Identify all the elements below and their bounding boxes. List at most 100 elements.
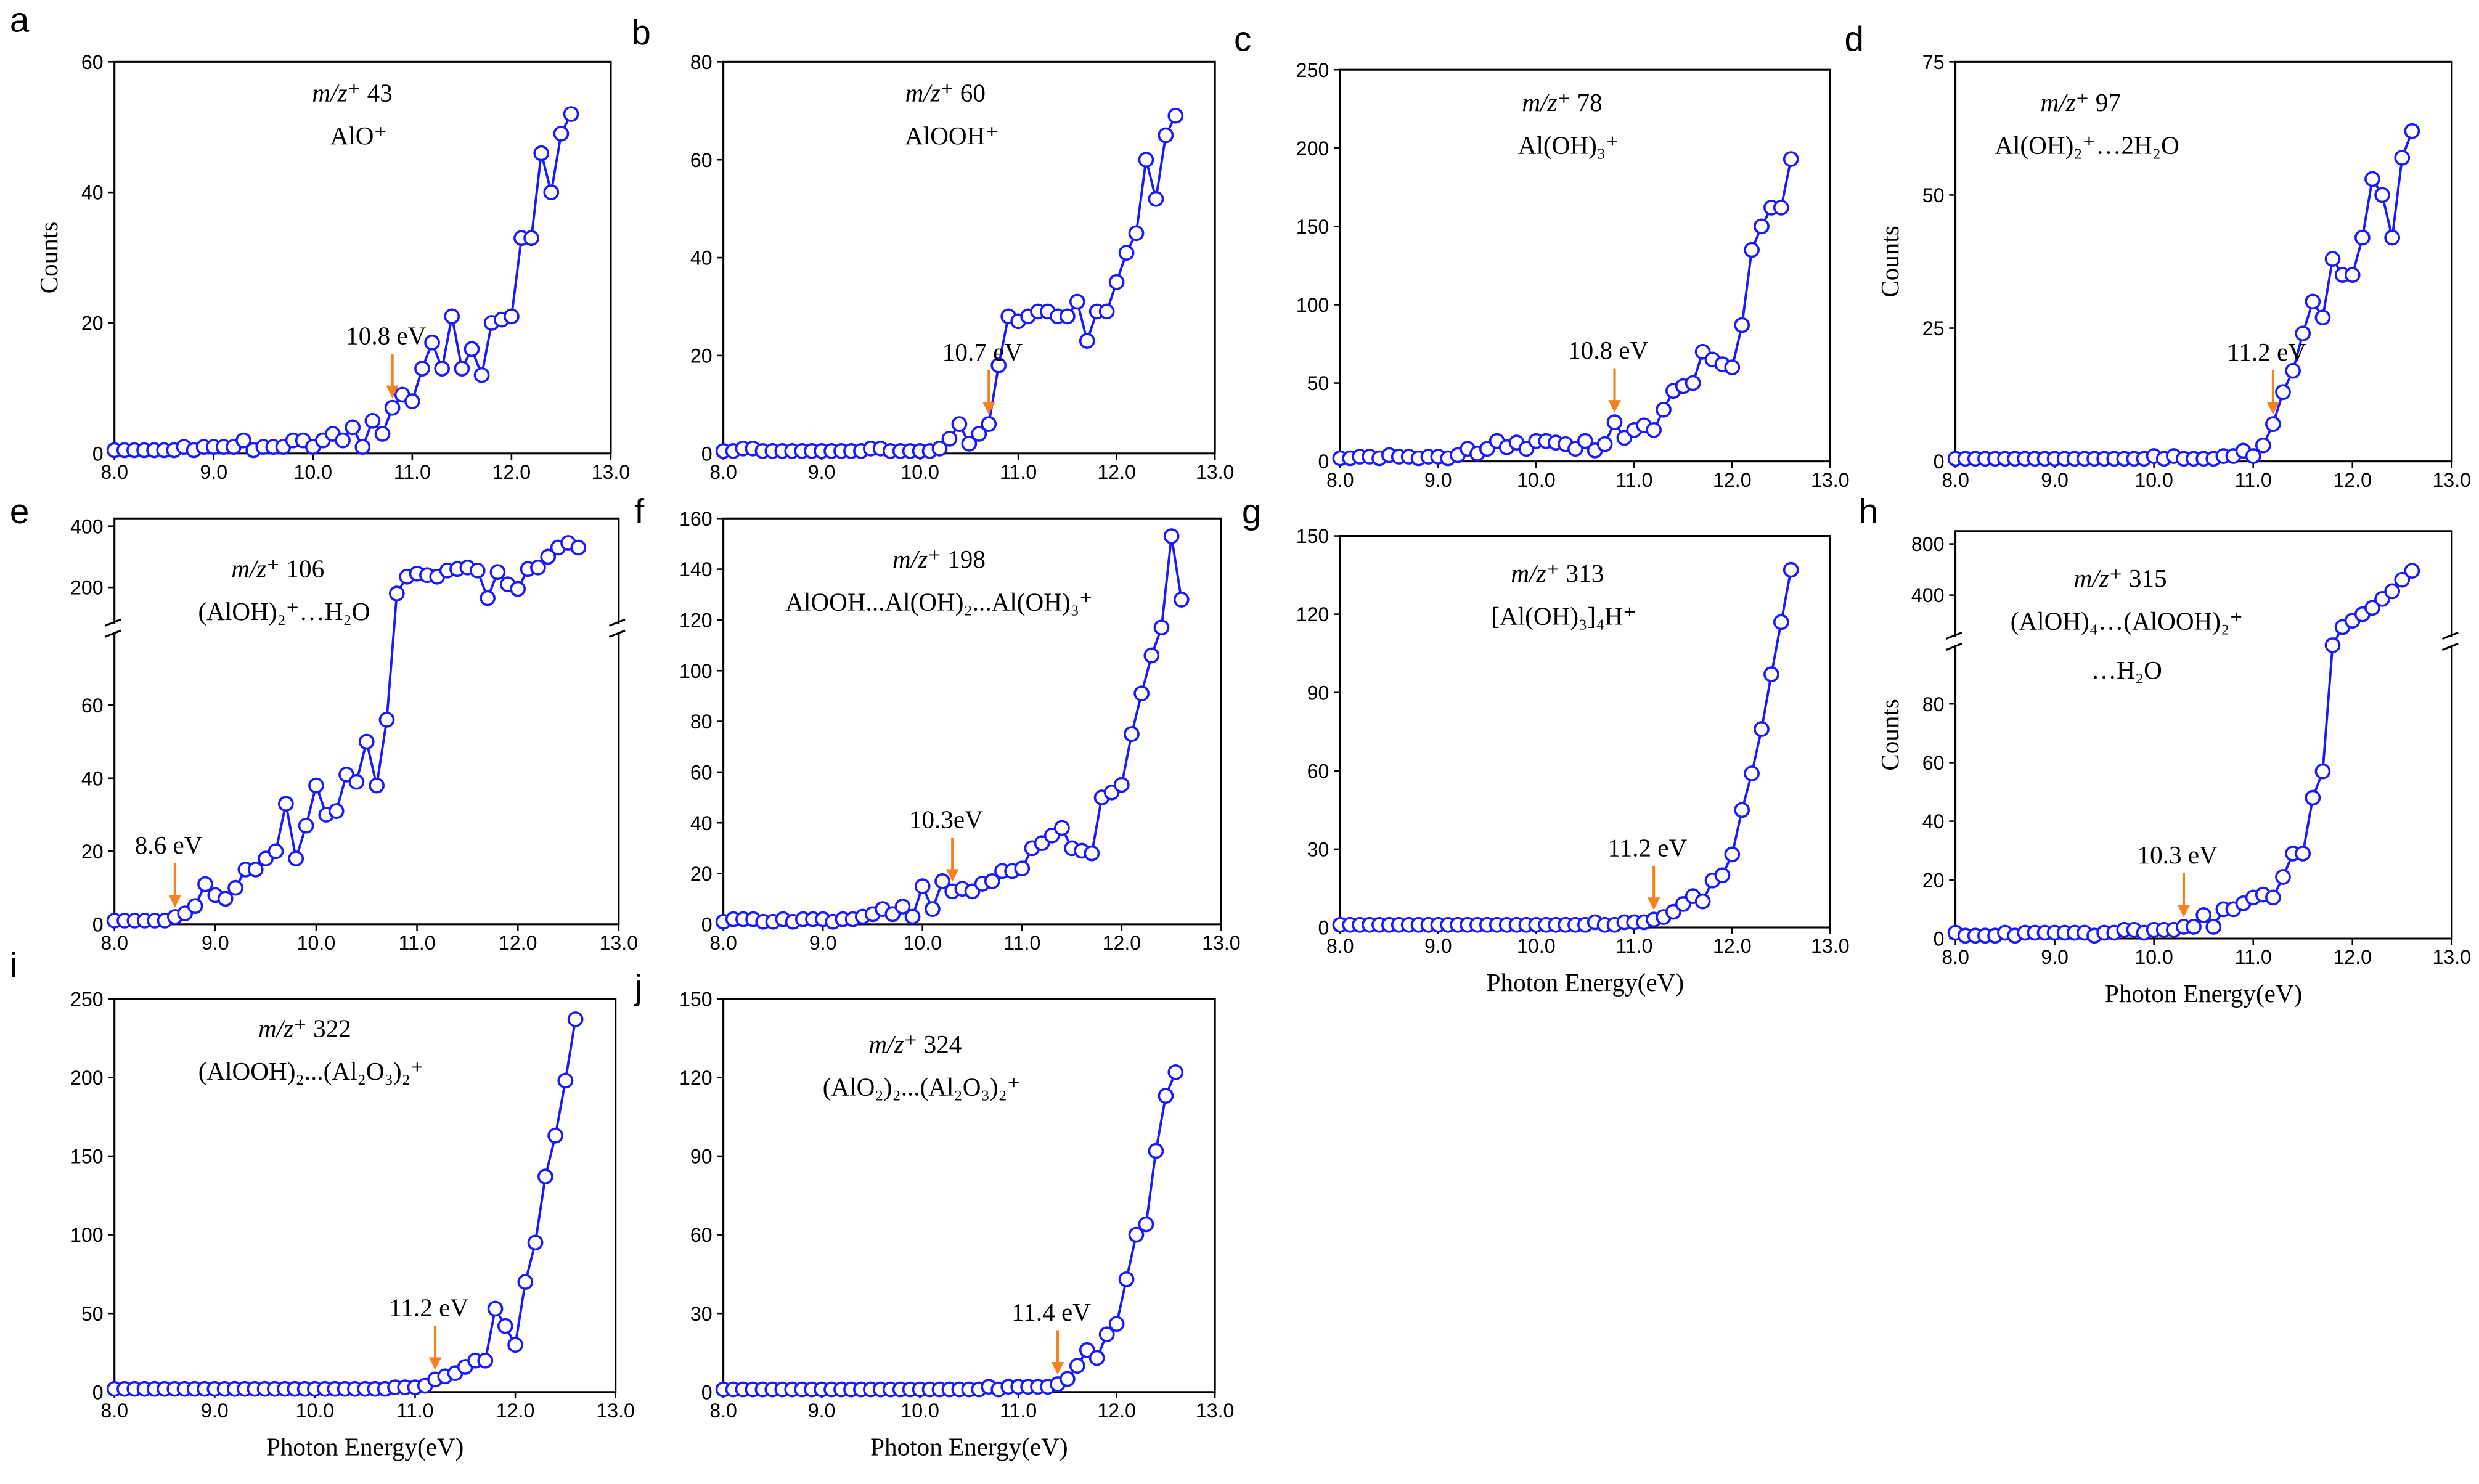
data-point <box>1656 401 1672 418</box>
ion-formula: …H₂O <box>2091 656 2162 684</box>
data-point <box>570 539 587 556</box>
y-tick-label: 20 <box>690 344 713 367</box>
data-point <box>1744 242 1760 258</box>
data-point <box>2195 907 2212 923</box>
x-tick-label: 10.0 <box>901 1400 939 1422</box>
data-point <box>1113 777 1130 793</box>
y-axis-label: Counts <box>35 222 63 294</box>
data-point <box>567 1011 584 1027</box>
y-tick-label: 40 <box>690 247 713 269</box>
y-tick-label: 40 <box>1922 810 1945 833</box>
x-tick-label: 8.0 <box>1942 946 1969 968</box>
x-axis-label: Photon Energy(eV) <box>2105 979 2302 1008</box>
y-tick-label: 60 <box>690 761 713 783</box>
y-tick-label: 50 <box>81 1303 104 1325</box>
data-point <box>1084 845 1100 862</box>
data-point <box>1118 245 1135 261</box>
data-point <box>1098 1326 1115 1343</box>
y-tick-label: 250 <box>1296 59 1329 81</box>
data-point <box>523 230 539 247</box>
y-tick-label: 200 <box>1296 137 1329 160</box>
axis-break <box>104 618 121 638</box>
panel-title: m/z⁺ 60 <box>905 79 986 107</box>
axis-frame <box>113 517 620 926</box>
x-tick-label: 10.0 <box>2134 946 2173 968</box>
x-tick-label: 10.0 <box>2134 469 2173 491</box>
x-tick-label: 11.0 <box>398 932 435 954</box>
title-italic: m/z <box>892 545 928 573</box>
y-tick-label: 100 <box>679 660 713 682</box>
title-number: ⁺ 315 <box>2109 564 2167 592</box>
data-point <box>2314 309 2331 326</box>
x-tick-label: 12.0 <box>1713 469 1752 491</box>
ion-formula: AlOOH⁺ <box>905 121 999 150</box>
data-point <box>1685 375 1701 391</box>
data-point <box>288 850 304 867</box>
annotation-arrowhead <box>982 402 995 415</box>
panel-letter: e <box>10 492 29 531</box>
x-tick-label: 9.0 <box>200 461 227 483</box>
x-tick-label: 13.0 <box>600 932 639 954</box>
data-point <box>473 367 490 383</box>
data-point <box>1108 1316 1125 1332</box>
data-point <box>1148 1143 1164 1159</box>
annotation-arrowhead <box>2266 402 2280 415</box>
y-tick-label: 150 <box>679 988 713 1010</box>
annotation-arrowhead <box>386 385 399 399</box>
data-point <box>464 341 480 357</box>
panel-letter: d <box>1844 19 1863 58</box>
data-point <box>1783 151 1799 167</box>
data-point <box>335 432 351 449</box>
panel-title: m/z⁺ 106 <box>231 554 324 582</box>
data-point <box>469 562 486 579</box>
data-point <box>1763 666 1779 682</box>
data-point <box>1158 127 1174 144</box>
y-tick-label: 200 <box>70 1067 104 1089</box>
x-tick-label: 10.0 <box>1517 935 1556 957</box>
y-tick-label: 50 <box>1307 372 1329 394</box>
annotation-arrowhead <box>945 869 959 882</box>
data-point <box>2384 229 2401 246</box>
data-point <box>378 712 395 728</box>
data-point <box>1734 802 1750 818</box>
title-italic: m/z <box>2074 564 2109 592</box>
data-point <box>527 1234 544 1251</box>
y-tick-label: 0 <box>701 442 713 465</box>
data-point <box>1133 685 1150 702</box>
data-point <box>1014 860 1031 877</box>
data-point <box>1069 1358 1085 1374</box>
data-point <box>904 908 921 925</box>
data-point <box>1754 218 1770 235</box>
data-point <box>2285 362 2301 379</box>
y-tick-label: 60 <box>81 695 104 717</box>
data-point <box>1124 726 1140 743</box>
y-tick-label: 60 <box>690 1224 713 1246</box>
data-point <box>354 439 371 455</box>
data-point <box>507 1337 523 1353</box>
panel: h 8.0 9.0 10.0 11.0 12.0 13.0 0 20 40 60 80 400 800 m/… <box>1859 492 2471 1008</box>
data-point <box>2324 637 2341 653</box>
title-italic: m/z <box>1522 88 1557 116</box>
data-point <box>1783 561 1799 578</box>
data-point <box>1138 1216 1154 1233</box>
y-tick-label: 30 <box>690 1303 713 1325</box>
data-point <box>537 1168 553 1185</box>
data-point <box>1724 359 1741 375</box>
title-number: ⁺ 313 <box>1546 559 1604 587</box>
data-point <box>563 106 579 122</box>
y-tick-label: 0 <box>92 913 104 936</box>
data-point <box>2404 123 2420 139</box>
annotation-label: 11.2 eV <box>2227 338 2306 366</box>
x-tick-label: 9.0 <box>1424 935 1452 957</box>
axis-frame <box>1954 60 2453 463</box>
data-point <box>1098 303 1115 320</box>
panel: a 8.0 9.0 10.0 11.0 12.0 13.0 0 20 40 60 m/z⁺ 43 AlO… <box>10 0 630 483</box>
y-tick-label: 90 <box>690 1146 713 1168</box>
data-point <box>1060 308 1076 325</box>
data-point <box>2404 563 2420 579</box>
axis-frame <box>722 998 1216 1393</box>
y-tick-label: 0 <box>1934 928 1945 950</box>
x-tick-label: 13.0 <box>1196 1400 1235 1422</box>
data-point <box>2186 919 2202 935</box>
